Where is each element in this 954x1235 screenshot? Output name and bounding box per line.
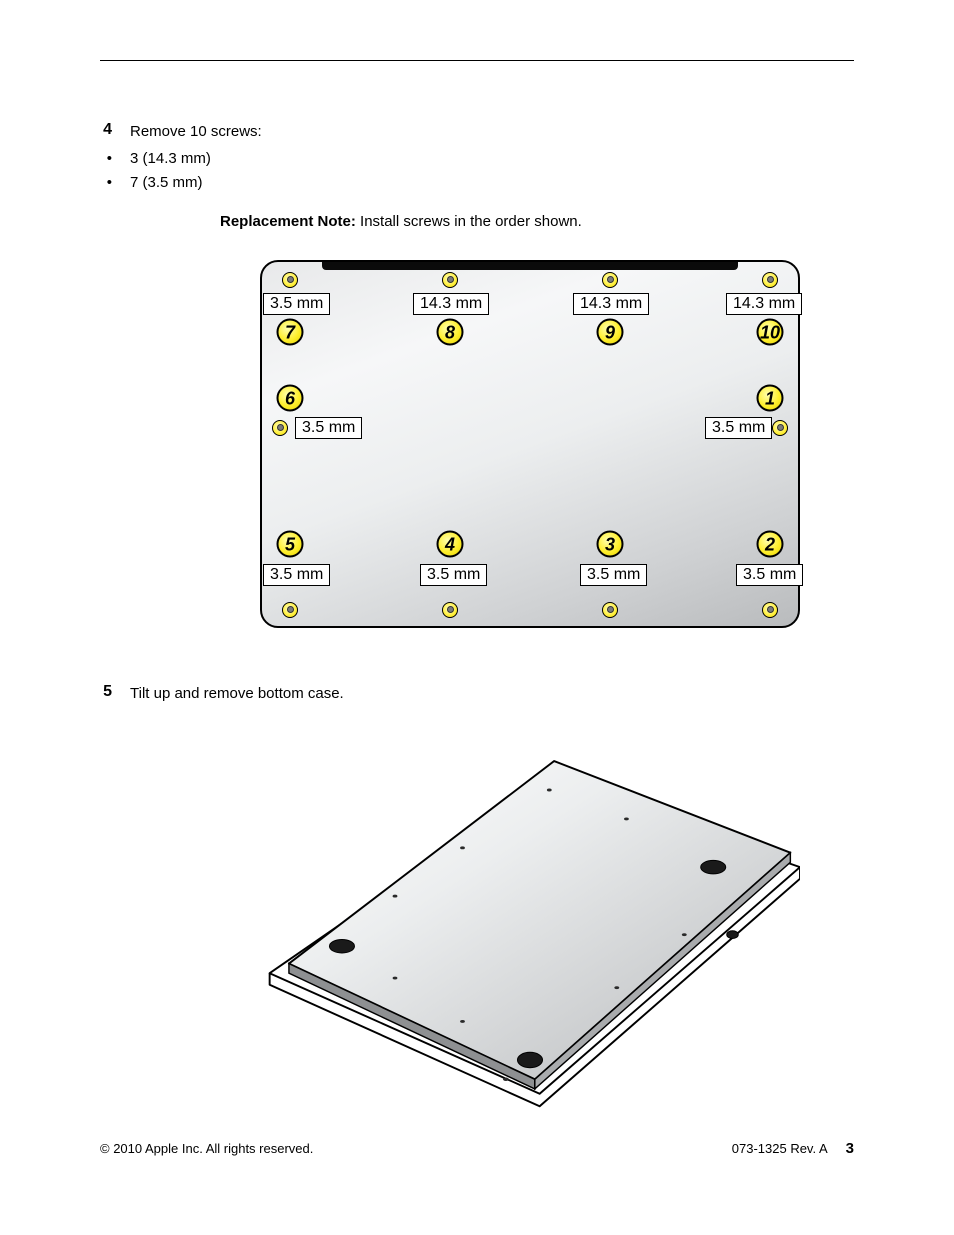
step-text: Remove 10 screws: bbox=[130, 121, 262, 144]
screw-hole bbox=[282, 272, 298, 288]
rubber-foot bbox=[329, 939, 354, 953]
screw-length-label: 3.5 mm bbox=[705, 417, 772, 439]
install-order-badge: 8 bbox=[437, 318, 464, 345]
screw-length-label: 14.3 mm bbox=[573, 293, 649, 315]
note-text: Install screws in the order shown. bbox=[356, 213, 582, 230]
screw-hole-small bbox=[614, 986, 619, 989]
copyright: © 2010 Apple Inc. All rights reserved. bbox=[100, 1141, 313, 1156]
bottom-case-outline bbox=[260, 260, 800, 628]
header-rule bbox=[100, 60, 854, 61]
page-number: 3 bbox=[846, 1140, 854, 1157]
bullet-dot: • bbox=[100, 148, 130, 171]
doc-number: 073-1325 Rev. A bbox=[732, 1141, 828, 1156]
screw-hole-small bbox=[393, 977, 398, 980]
rubber-foot bbox=[727, 931, 739, 939]
install-order-badge: 10 bbox=[757, 318, 784, 345]
screw-hole-small bbox=[393, 895, 398, 898]
screw-length-label: 3.5 mm bbox=[263, 293, 330, 315]
rubber-foot bbox=[701, 860, 726, 873]
step-text: Tilt up and remove bottom case. bbox=[130, 683, 344, 706]
bullet-dot: • bbox=[100, 172, 130, 195]
page-footer: © 2010 Apple Inc. All rights reserved. 0… bbox=[100, 1140, 854, 1157]
install-order-badge: 1 bbox=[757, 384, 784, 411]
bullet-row: •3 (14.3 mm) bbox=[100, 148, 854, 171]
bullet-text: 3 (14.3 mm) bbox=[130, 148, 211, 171]
screw-length-label: 14.3 mm bbox=[413, 293, 489, 315]
install-order-badge: 3 bbox=[597, 530, 624, 557]
screw-hole bbox=[602, 602, 618, 618]
screw-hole-small bbox=[547, 789, 552, 792]
screw-length-label: 3.5 mm bbox=[420, 564, 487, 586]
screw-length-label: 3.5 mm bbox=[263, 564, 330, 586]
rubber-foot bbox=[517, 1052, 542, 1067]
install-order-badge: 7 bbox=[277, 318, 304, 345]
screw-hole bbox=[442, 272, 458, 288]
install-order-badge: 9 bbox=[597, 318, 624, 345]
screw-hole bbox=[282, 602, 298, 618]
step-number: 4 bbox=[100, 121, 130, 139]
screw-hole bbox=[272, 420, 288, 436]
hinge-vent bbox=[322, 262, 738, 270]
screw-diagram: 3.5 mm 14.3 mm 14.3 mm 14.3 mm 3.5 mm 3.5 mm 3… bbox=[260, 260, 800, 628]
step-number: 5 bbox=[100, 683, 130, 701]
step-4: 4 Remove 10 screws: bbox=[100, 121, 854, 144]
screw-hole-small bbox=[460, 1020, 465, 1023]
screw-length-label: 3.5 mm bbox=[580, 564, 647, 586]
screw-hole bbox=[762, 602, 778, 618]
screw-hole bbox=[442, 602, 458, 618]
screw-hole bbox=[602, 272, 618, 288]
screw-length-label: 14.3 mm bbox=[726, 293, 802, 315]
screw-length-label: 3.5 mm bbox=[295, 417, 362, 439]
screw-hole-small bbox=[682, 933, 687, 936]
install-order-badge: 5 bbox=[277, 530, 304, 557]
step-5: 5 Tilt up and remove bottom case. bbox=[100, 683, 854, 706]
screw-hole bbox=[772, 420, 788, 436]
replacement-note: Replacement Note: Install screws in the … bbox=[220, 213, 854, 230]
install-order-badge: 2 bbox=[757, 530, 784, 557]
bullet-row: •7 (3.5 mm) bbox=[100, 172, 854, 195]
screw-hole-small bbox=[460, 846, 465, 849]
tilt-diagram bbox=[260, 735, 800, 1115]
screw-hole-small bbox=[624, 817, 629, 820]
screw-hole-small bbox=[503, 1078, 509, 1081]
install-order-badge: 6 bbox=[277, 384, 304, 411]
note-label: Replacement Note: bbox=[220, 213, 356, 230]
screw-hole bbox=[762, 272, 778, 288]
install-order-badge: 4 bbox=[437, 530, 464, 557]
screw-length-label: 3.5 mm bbox=[736, 564, 803, 586]
bullet-text: 7 (3.5 mm) bbox=[130, 172, 203, 195]
